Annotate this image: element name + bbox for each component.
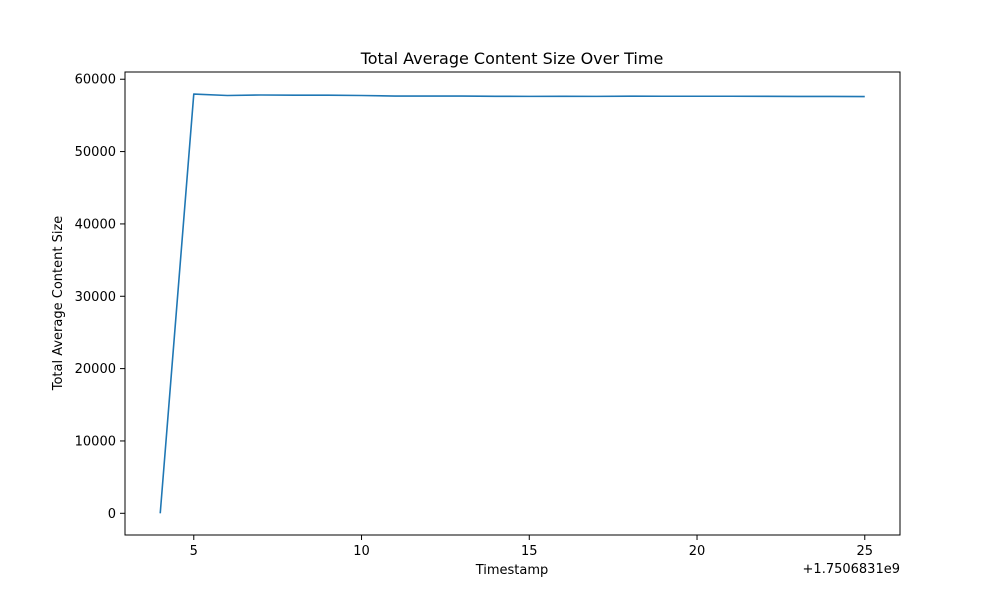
x-axis-offset-label: +1.7506831e9 (803, 562, 900, 577)
x-tick-label: 20 (689, 544, 706, 559)
plot-frame (124, 71, 901, 536)
x-axis-label: Timestamp (475, 563, 549, 578)
y-tick-label: 0 (108, 507, 116, 522)
series-line (159, 93, 865, 514)
plot-area (159, 93, 865, 514)
y-tick-label: 60000 (75, 73, 116, 88)
y-tick-label: 40000 (75, 217, 116, 232)
x-tick-label: 10 (353, 544, 370, 559)
x-tick-label: 25 (856, 544, 873, 559)
x-tick-label: 5 (190, 544, 198, 559)
y-tick-label: 30000 (75, 290, 116, 305)
y-axis-label: Total Average Content Size (51, 216, 66, 392)
y-tick-label: 20000 (75, 362, 116, 377)
x-axis: 5 10 15 20 25 (190, 535, 873, 559)
chart-title: Total Average Content Size Over Time (360, 49, 664, 68)
x-tick-label: 15 (521, 544, 538, 559)
y-tick-label: 10000 (75, 434, 116, 449)
y-axis: 0 10000 20000 30000 40000 50000 60000 (75, 73, 125, 522)
y-tick-label: 50000 (75, 145, 116, 160)
